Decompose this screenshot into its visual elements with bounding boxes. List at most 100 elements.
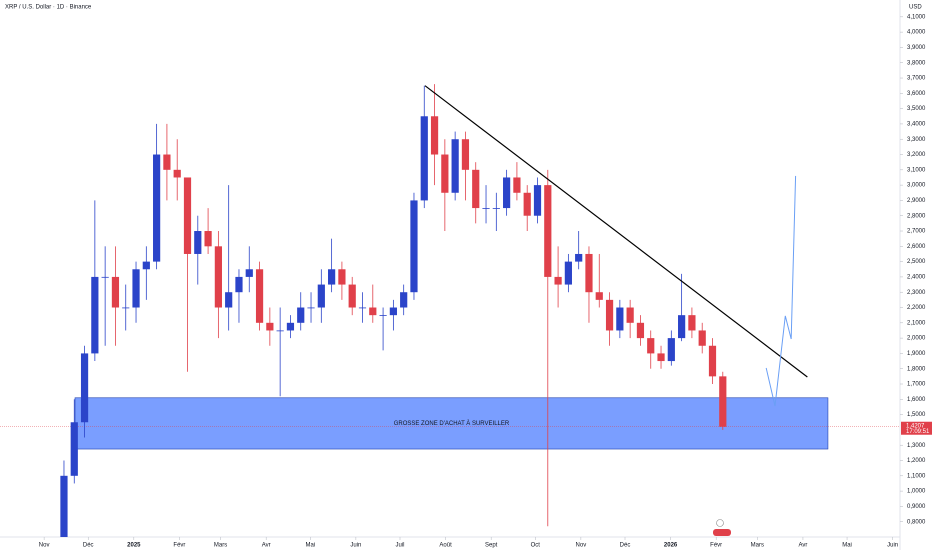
icon [713,529,731,536]
candle-body [297,307,305,323]
candle-body [472,169,480,209]
x-tick-label: Juin [350,543,361,549]
y-tick-label: 2,4000 [907,274,926,280]
x-tick-label: Nov [39,543,50,549]
x-tick-label: Oct [531,543,541,549]
x-tick-label: Juil [395,543,404,549]
y-tick-label: 1,7000 [907,382,926,388]
zone-label: GROSSE ZONE D'ACHAT À SURVEILLER [394,420,510,427]
y-tick-label: 1,9000 [907,351,926,357]
candle-body [688,315,696,331]
candle-body [194,231,202,254]
candle-body [482,208,490,209]
x-tick-label: Févr [173,543,185,549]
candle-body [358,307,367,309]
candle-body [183,177,192,254]
x-tick-label: Sept [485,543,498,549]
x-tick-label: Mai [305,543,315,549]
candle-body [255,269,264,323]
x-tick-label: Mars [751,543,764,549]
candle-body [266,322,274,331]
y-tick-label: 1,1000 [907,473,926,479]
price-badge-label: 1,4207 [906,423,925,429]
candle-body [616,307,624,331]
candle-body [101,276,109,278]
candle-body [204,231,212,247]
candle-body [554,276,562,285]
candle-body [647,338,655,354]
candle-body [286,322,295,331]
chart-icons [713,519,731,536]
y-tick-label: 3,3000 [907,137,926,143]
candle-body [276,330,284,332]
candle-body [575,253,583,262]
y-tick-label: 3,0000 [907,183,926,189]
y-tick-label: 3,7000 [907,76,926,82]
candle-body [348,284,356,308]
y-tick-label: 3,6000 [907,91,926,97]
candle-body [163,154,171,170]
y-tick-label: 3,4000 [907,122,926,128]
candle-body [153,154,161,262]
candle-body [605,299,614,331]
x-tick-label: 2026 [664,543,678,549]
candle-body [70,422,78,476]
x-tick-label: Févr [710,543,722,549]
candle-body [657,353,665,362]
currency-label: USD [909,5,922,11]
y-tick-label: 2,0000 [907,336,926,342]
y-tick-label: 1,2000 [907,458,926,464]
candle-body [544,185,552,277]
candle-body [564,261,572,285]
candle-body [91,276,99,354]
candle-body [60,475,68,537]
price-badge-countdown: 17:09:51 [906,429,930,435]
candle-body [595,292,603,300]
candle-body [492,208,500,209]
candle-body [379,315,387,316]
plot-area: GROSSE ZONE D'ACHAT À SURVEILLER [0,84,900,537]
candle-body [451,139,459,193]
x-tick-label: Déc [83,543,94,549]
candle-body [225,292,233,308]
candle-body [719,376,727,427]
x-tick-label: 2025 [127,543,141,549]
trendline [424,85,808,378]
candle-body [410,200,418,293]
candle-body [122,307,130,309]
icon [716,519,724,527]
candle-body [369,307,377,316]
y-tick-label: 3,5000 [907,106,926,112]
x-tick-label: Nov [576,543,587,549]
candle-body [513,177,521,193]
candle-body [400,292,408,308]
y-tick-label: 2,7000 [907,229,926,235]
y-tick-label: 3,9000 [907,45,926,51]
y-tick-label: 0,9000 [907,504,926,510]
x-tick-label: Mars [214,543,227,549]
y-tick-label: 1,6000 [907,397,926,403]
candle-body [317,284,325,308]
x-tick-label: Mai [842,543,852,549]
candle-body [667,338,675,362]
candle-body [338,269,346,285]
candle-body [503,177,511,209]
y-tick-label: 1,5000 [907,412,926,418]
y-tick-label: 1,8000 [907,366,926,372]
candle-body [420,116,428,201]
projection-path [765,175,797,407]
x-tick-label: Avr [262,543,271,549]
y-tick-label: 2,8000 [907,213,926,219]
candle-body [111,276,120,308]
y-tick-label: 1,3000 [907,443,926,449]
y-tick-label: 2,9000 [907,198,926,204]
candle-body [430,116,439,155]
chart-title: XRP / U.S. Dollar · 1D · Binance [5,5,92,11]
y-tick-label: 2,6000 [907,244,926,250]
y-tick-label: 3,2000 [907,152,926,158]
candle-body [626,307,634,323]
candle-body [389,307,397,316]
y-tick-label: 4,0000 [907,30,926,36]
y-tick-label: 2,5000 [907,259,926,265]
